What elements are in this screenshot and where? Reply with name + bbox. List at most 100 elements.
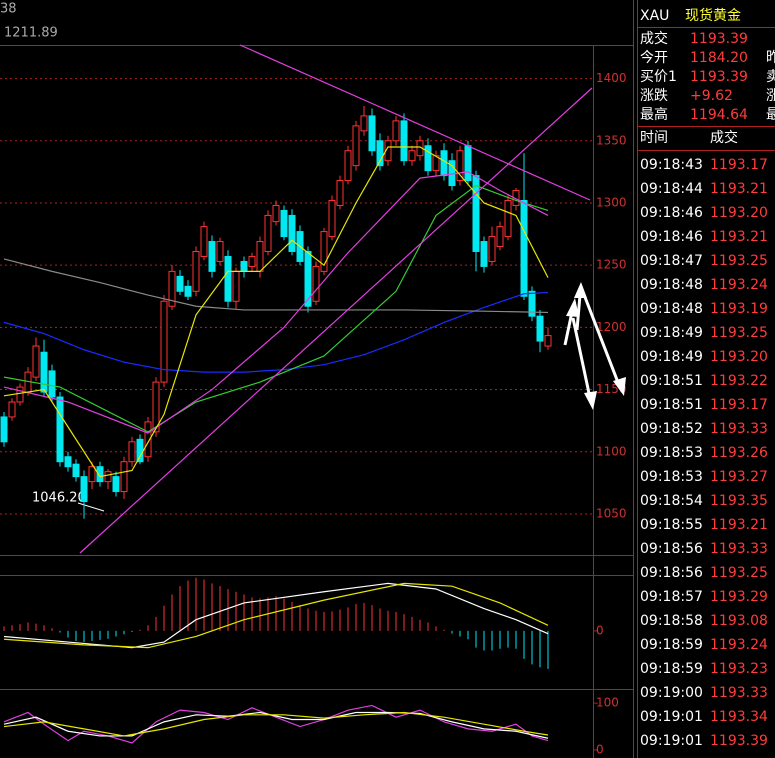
candle-body xyxy=(56,396,64,463)
tick-time: 09:18:51 xyxy=(640,373,703,389)
candle-body xyxy=(136,438,144,463)
indicator-line xyxy=(3,291,549,373)
candle-body xyxy=(352,125,360,167)
indicator-line xyxy=(3,258,549,314)
candle-body xyxy=(232,270,240,302)
candle-body xyxy=(344,150,352,182)
candle-body xyxy=(144,421,152,458)
field-label: 买价1 xyxy=(640,69,677,85)
tick-price: 1193.21 xyxy=(710,181,768,197)
candle-body xyxy=(424,145,432,172)
tick-price: 1193.19 xyxy=(710,301,768,317)
tick-time: 09:18:59 xyxy=(640,661,703,677)
tick-time: 09:18:59 xyxy=(640,637,703,653)
candle-body xyxy=(472,175,480,252)
tick-time: 09:19:01 xyxy=(640,709,703,725)
candle-body xyxy=(256,241,264,272)
indicator-line xyxy=(3,711,549,737)
candle-body xyxy=(16,386,24,403)
candle-body xyxy=(496,226,504,248)
tick-price: 1193.23 xyxy=(710,661,768,677)
field-label: 卖 xyxy=(766,69,775,85)
tick-time: 09:18:57 xyxy=(640,589,703,605)
tick-time: 09:18:46 xyxy=(640,229,703,245)
candle-body xyxy=(0,416,8,443)
field-label: 涨 xyxy=(766,88,775,104)
y-tick-label: 0 xyxy=(596,623,604,637)
tick-price: 1193.33 xyxy=(710,685,768,701)
ticks-header: 时间 xyxy=(640,130,668,146)
candle-body xyxy=(320,231,328,272)
y-tick-label: 1350 xyxy=(596,133,627,147)
symbol-name: 现货黄金 xyxy=(685,7,741,24)
tick-price: 1193.35 xyxy=(710,493,768,509)
tick-price: 1193.25 xyxy=(710,253,768,269)
candle-body xyxy=(520,199,528,297)
tick-time: 09:18:56 xyxy=(640,565,703,581)
candle-body xyxy=(440,150,448,177)
indicator-line xyxy=(3,711,549,739)
y-tick-label: 0 xyxy=(596,742,604,756)
tick-price: 1193.21 xyxy=(710,517,768,533)
candle-body xyxy=(304,250,312,307)
tick-price: 1193.34 xyxy=(710,709,768,725)
candle-body xyxy=(104,471,112,483)
legend-text: 1211.89 xyxy=(4,26,58,41)
tick-price: 1193.29 xyxy=(710,589,768,605)
candle-body xyxy=(368,115,376,152)
tick-time: 09:18:55 xyxy=(640,517,703,533)
tick-time: 09:18:54 xyxy=(640,493,703,509)
tick-time: 09:18:49 xyxy=(640,325,703,341)
indicator-line xyxy=(3,146,549,478)
legend-text: 38 xyxy=(0,2,17,17)
y-tick-label: 1050 xyxy=(596,506,627,520)
field-label: 今开 xyxy=(640,50,668,66)
tick-price: 1193.21 xyxy=(710,229,768,245)
tick-time: 09:18:56 xyxy=(640,541,703,557)
candle-body xyxy=(184,285,192,297)
candle-body xyxy=(224,255,232,302)
tick-time: 09:18:44 xyxy=(640,181,703,197)
candle-body xyxy=(160,300,168,383)
candle-body xyxy=(208,241,216,272)
candle-body xyxy=(536,315,544,342)
indicator-line xyxy=(3,184,549,433)
candle-body xyxy=(336,180,344,206)
field-label: 最 xyxy=(766,107,775,123)
field-label: 昨 xyxy=(766,50,775,66)
candle-body xyxy=(264,214,272,252)
tick-time: 09:18:49 xyxy=(640,349,703,365)
tick-price: 1193.17 xyxy=(710,397,768,413)
candle-body xyxy=(456,150,464,182)
tick-price: 1193.25 xyxy=(710,325,768,341)
y-tick-label: 1100 xyxy=(596,444,627,458)
candle-body xyxy=(312,265,320,302)
candle-body xyxy=(544,335,552,347)
candle-body xyxy=(128,441,136,463)
candle-body xyxy=(96,466,104,483)
candle-body xyxy=(80,476,88,503)
tick-price: 1193.20 xyxy=(710,349,768,365)
candle-body xyxy=(384,140,392,162)
tick-price: 1193.08 xyxy=(710,613,768,629)
tick-price: 1193.17 xyxy=(710,157,768,173)
y-tick-label: 1400 xyxy=(596,71,627,85)
tick-price: 1193.39 xyxy=(710,733,768,749)
symbol: XAU xyxy=(640,8,669,24)
candle-body xyxy=(528,290,536,317)
field-label: 涨跌 xyxy=(640,88,668,104)
tick-time: 09:18:58 xyxy=(640,613,703,629)
tick-price: 1193.33 xyxy=(710,421,768,437)
candle-body xyxy=(192,250,200,292)
tick-time: 09:18:51 xyxy=(640,397,703,413)
field-label: 成交 xyxy=(640,30,668,47)
tick-price: 1193.27 xyxy=(710,469,768,485)
field-value: 1194.64 xyxy=(690,107,748,123)
candle-body xyxy=(200,226,208,257)
candle-body xyxy=(40,351,48,393)
y-tick-label: 1200 xyxy=(596,320,627,334)
candle-body xyxy=(64,456,72,468)
